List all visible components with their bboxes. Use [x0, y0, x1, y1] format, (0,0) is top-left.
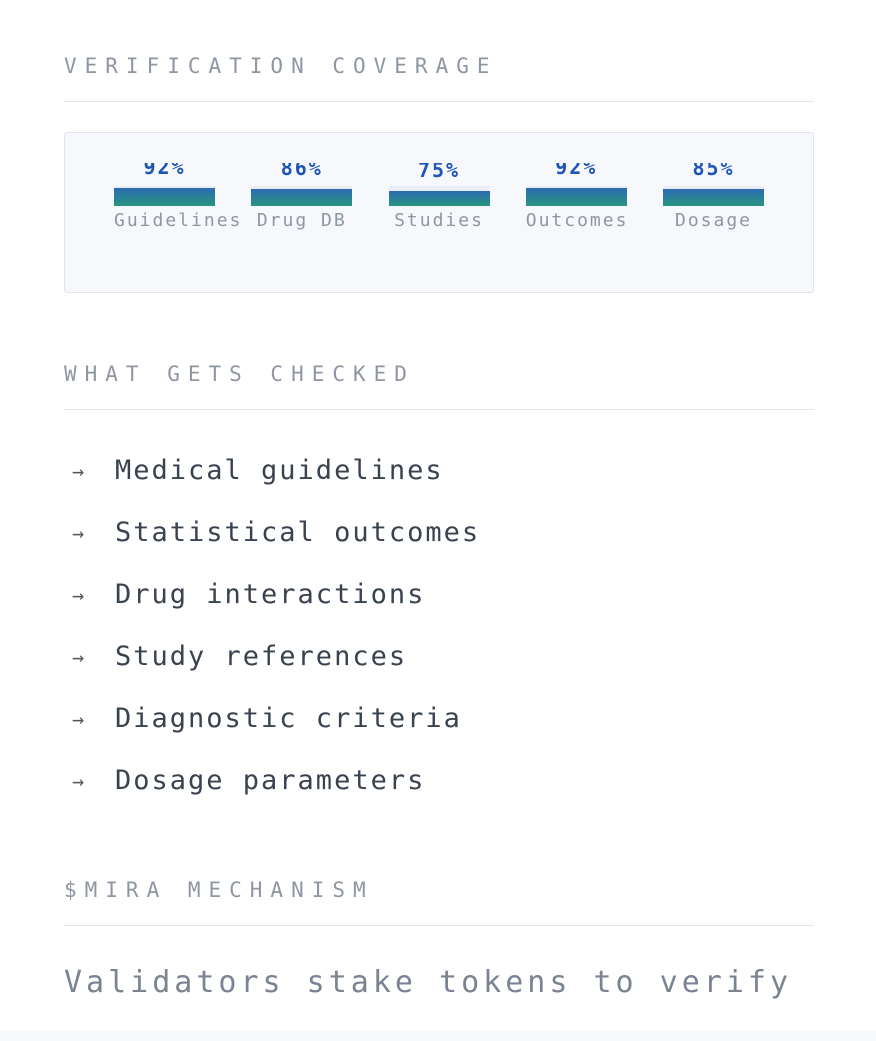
coverage-bar-chart: 92% Guidelines 86% Drug DB 75%	[114, 163, 764, 230]
mira-body-text: Validators stake tokens to verify	[64, 965, 793, 1000]
section-divider	[64, 925, 814, 926]
bar-fill	[251, 188, 353, 206]
list-item-label: Dosage parameters	[115, 765, 426, 796]
arrow-right-icon: →	[72, 459, 85, 483]
list-item-label: Study references	[115, 641, 408, 672]
mira-mechanism-heading: $MIRA MECHANISM	[64, 878, 374, 902]
list-item: → Statistical outcomes	[72, 517, 814, 549]
arrow-right-icon: →	[72, 645, 85, 669]
list-item: → Study references	[72, 641, 814, 673]
bar-track	[114, 186, 215, 206]
arrow-right-icon: →	[72, 521, 85, 545]
list-item: → Diagnostic criteria	[72, 703, 814, 735]
section-mira-mechanism: $MIRA MECHANISM Validators stake tokens …	[64, 877, 814, 1003]
list-item-label: Medical guidelines	[115, 455, 444, 486]
bar-fill	[663, 189, 764, 206]
bar-value: 92%	[555, 163, 598, 179]
section-divider	[64, 409, 814, 410]
bar-value: 86%	[280, 163, 323, 180]
arrow-right-icon: →	[72, 707, 85, 731]
bar-column-guidelines: 92% Guidelines	[114, 163, 243, 230]
bar-label: Guidelines	[114, 210, 243, 230]
checklist: → Medical guidelines → Statistical outco…	[64, 455, 814, 797]
bar-label: Studies	[394, 210, 484, 230]
bar-label: Dosage	[674, 210, 753, 230]
arrow-right-icon: →	[72, 583, 85, 607]
bar-value: 75%	[417, 163, 461, 182]
next-panel-strip	[0, 1031, 876, 1041]
section-verification-coverage: VERIFICATION COVERAGE 92% Guidelines 86%…	[64, 53, 814, 293]
bar-track	[525, 186, 627, 206]
bar-track	[251, 186, 353, 206]
bar-value: 85%	[692, 163, 735, 180]
what-gets-checked-heading: WHAT GETS CHECKED	[64, 362, 415, 386]
bar-value: 92%	[143, 163, 186, 179]
section-divider	[64, 101, 814, 102]
bar-track	[388, 186, 490, 206]
list-item-label: Diagnostic criteria	[115, 703, 462, 734]
bar-label: Outcomes	[525, 210, 629, 230]
verification-coverage-heading: VERIFICATION COVERAGE	[64, 54, 498, 78]
bar-column-dosage: 85% Dosage	[663, 163, 764, 230]
list-item: → Drug interactions	[72, 579, 814, 611]
bar-column-studies: 75% Studies	[388, 163, 490, 230]
bar-label: Drug DB	[256, 210, 347, 230]
bar-column-outcomes: 92% Outcomes	[525, 163, 629, 230]
bar-fill	[388, 191, 490, 206]
list-item-label: Statistical outcomes	[115, 517, 481, 548]
arrow-right-icon: →	[72, 769, 85, 793]
bar-track	[663, 186, 764, 206]
list-item: → Medical guidelines	[72, 455, 814, 487]
bar-fill	[114, 187, 215, 206]
page-content: VERIFICATION COVERAGE 92% Guidelines 86%…	[64, 53, 814, 1003]
coverage-panel: 92% Guidelines 86% Drug DB 75%	[64, 132, 814, 293]
list-item: → Dosage parameters	[72, 765, 814, 797]
list-item-label: Drug interactions	[115, 579, 426, 610]
bar-fill	[525, 187, 627, 206]
bar-column-drug-db: 86% Drug DB	[251, 163, 353, 230]
section-what-gets-checked: WHAT GETS CHECKED → Medical guidelines →…	[64, 361, 814, 797]
